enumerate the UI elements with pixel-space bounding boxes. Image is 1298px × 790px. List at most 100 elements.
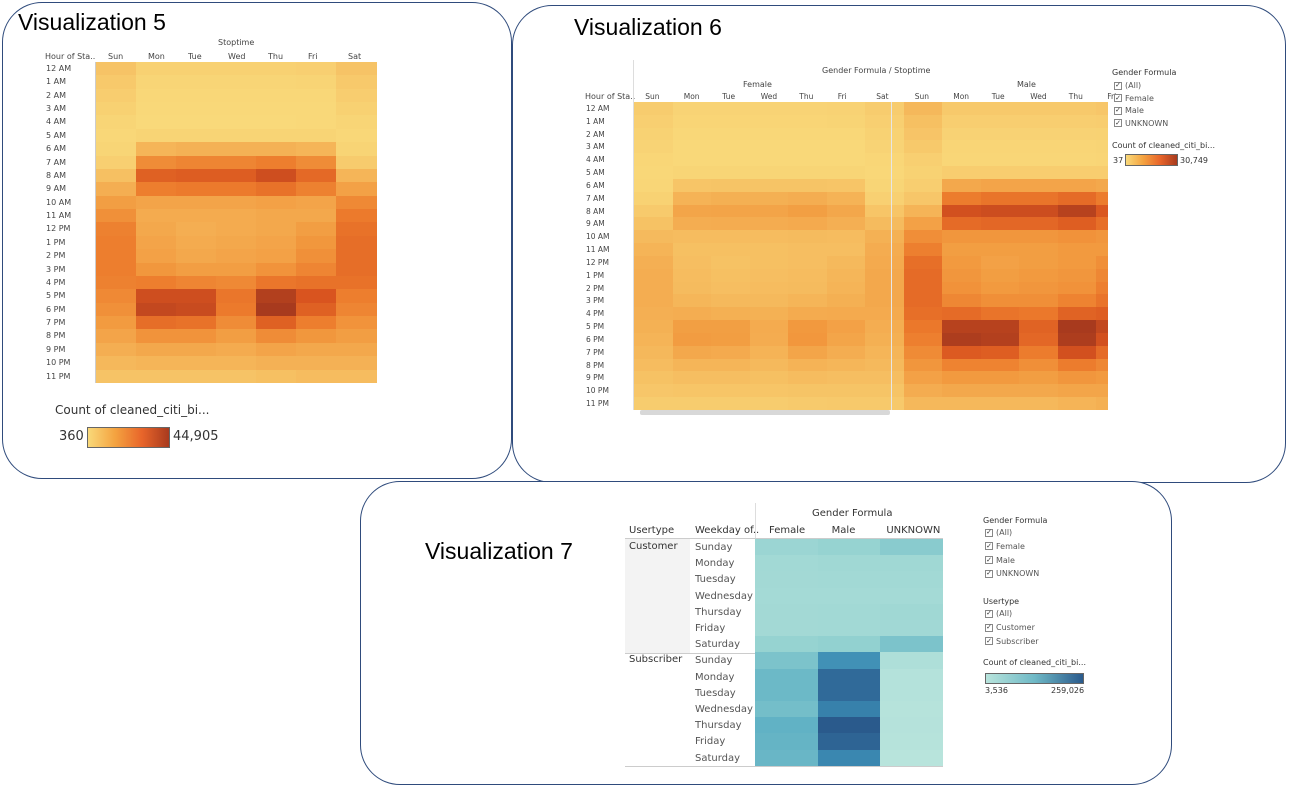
vis6-axis-line: [633, 60, 634, 410]
filter-checkbox-item[interactable]: ✓ Subscriber: [985, 637, 1039, 646]
row-label: 6 PM: [586, 334, 605, 344]
filter-checkbox-item[interactable]: ✓ (All): [985, 609, 1012, 618]
filter-checkbox-item[interactable]: ✓ Customer: [985, 623, 1035, 632]
heatmap-cell: [1057, 255, 1097, 270]
checkbox-icon[interactable]: ✓: [985, 541, 993, 551]
vis6-group-male: Male: [1017, 80, 1036, 89]
vis7-legend-max: 259,026: [1051, 686, 1085, 695]
heatmap-cell: [826, 255, 866, 270]
checkbox-icon[interactable]: ✓: [1114, 118, 1122, 127]
heatmap-cell: [672, 358, 712, 372]
heatmap-cell: [749, 191, 789, 206]
heatmap-cell: [817, 539, 881, 556]
heatmap-cell: [1057, 320, 1097, 334]
heatmap-cell: [176, 302, 217, 317]
checkbox-icon[interactable]: ✓: [985, 623, 993, 632]
row-label: 4 PM: [46, 277, 66, 287]
vis6-group-divider: [891, 102, 892, 410]
checkbox-icon[interactable]: ✓: [985, 555, 993, 565]
heatmap-cell: [216, 289, 257, 304]
filter-checkbox-item[interactable]: ✓ UNKNOWN: [985, 569, 1039, 578]
heatmap-cell: [296, 222, 337, 237]
heatmap-cell: [1096, 204, 1108, 218]
heatmap-cell: [96, 168, 137, 183]
filter-checkbox-item[interactable]: ✓ Female: [1114, 94, 1154, 103]
heatmap-cell: [634, 268, 673, 283]
filter-checkbox-item[interactable]: ✓ (All): [985, 528, 1012, 537]
heatmap-cell: [942, 204, 981, 218]
heatmap-cell: [903, 217, 943, 231]
heatmap-cell: [296, 168, 337, 183]
vis6-legend-title: Count of cleaned_citi_bi...: [1112, 141, 1215, 150]
vis7-header-divider: [755, 503, 756, 538]
heatmap-cell: [755, 652, 819, 670]
filter-checkbox-item[interactable]: ✓ Male: [985, 556, 1015, 565]
vis6-horizontal-scrollbar[interactable]: [640, 410, 890, 415]
column-label: Wed: [228, 52, 246, 61]
row-label: 1 AM: [46, 77, 67, 87]
heatmap-cell: [817, 603, 881, 621]
heatmap-cell: [942, 166, 981, 180]
checkbox-icon[interactable]: ✓: [985, 528, 993, 537]
heatmap-cell: [865, 255, 904, 270]
checkbox-icon[interactable]: ✓: [1114, 106, 1122, 115]
heatmap-cell: [296, 249, 337, 264]
heatmap-cell: [96, 222, 137, 237]
filter-checkbox-item[interactable]: ✓ Male: [1114, 106, 1144, 115]
heatmap-cell: [826, 114, 866, 129]
column-label: Mon: [683, 92, 700, 101]
heatmap-cell: [296, 342, 337, 357]
heatmap-cell: [296, 115, 337, 130]
checkbox-label: Customer: [996, 623, 1035, 632]
heatmap-cell: [865, 332, 904, 347]
heatmap-cell: [176, 168, 217, 183]
heatmap-cell: [755, 684, 819, 702]
heatmap-cell: [1096, 217, 1108, 231]
heatmap-cell: [980, 243, 1020, 257]
heatmap-cell: [711, 281, 750, 295]
filter-checkbox-item[interactable]: ✓ Female: [985, 542, 1025, 551]
heatmap-cell: [711, 127, 750, 141]
vis7-header-label: Gender Formula: [812, 508, 893, 519]
heatmap-cell: [942, 281, 981, 295]
heatmap-cell: [256, 249, 297, 264]
vis5-legend-title: Count of cleaned_citi_bi...: [55, 403, 210, 417]
checkbox-icon[interactable]: ✓: [985, 636, 993, 646]
heatmap-cell: [1057, 114, 1097, 129]
row-label: 10 AM: [46, 197, 72, 207]
heatmap-cell: [788, 281, 827, 295]
heatmap-cell: [634, 178, 673, 193]
heatmap-cell: [336, 316, 377, 330]
heatmap-cell: [672, 178, 712, 193]
heatmap-cell: [711, 153, 750, 167]
heatmap-cell: [865, 384, 904, 398]
checkbox-icon[interactable]: ✓: [1114, 81, 1122, 90]
checkbox-icon[interactable]: ✓: [985, 609, 993, 618]
heatmap-cell: [826, 307, 866, 321]
heatmap-cell: [749, 127, 789, 141]
heatmap-cell: [216, 329, 257, 344]
heatmap-cell: [136, 356, 177, 370]
heatmap-cell: [942, 268, 981, 283]
heatmap-cell: [634, 243, 673, 257]
checkbox-icon[interactable]: ✓: [985, 569, 993, 578]
heatmap-cell: [96, 195, 137, 210]
filter-checkbox-item[interactable]: ✓ (All): [1114, 81, 1141, 90]
column-label: Male: [831, 525, 856, 536]
heatmap-cell: [788, 191, 827, 206]
heatmap-cell: [788, 140, 827, 154]
column-label: Tue: [188, 52, 202, 61]
heatmap-cell: [634, 320, 673, 334]
heatmap-cell: [711, 371, 750, 385]
filter-checkbox-item[interactable]: ✓ UNKNOWN: [1114, 119, 1168, 128]
heatmap-cell: [176, 115, 217, 130]
heatmap-cell: [880, 749, 944, 767]
heatmap-cell: [1096, 166, 1108, 180]
column-label: Sat: [348, 52, 362, 61]
vis6-title: Visualization 6: [574, 14, 722, 40]
checkbox-icon[interactable]: ✓: [1114, 93, 1122, 102]
heatmap-cell: [336, 209, 377, 223]
heatmap-cell: [1057, 243, 1097, 257]
heatmap-cell: [256, 222, 297, 237]
heatmap-cell: [96, 235, 137, 250]
